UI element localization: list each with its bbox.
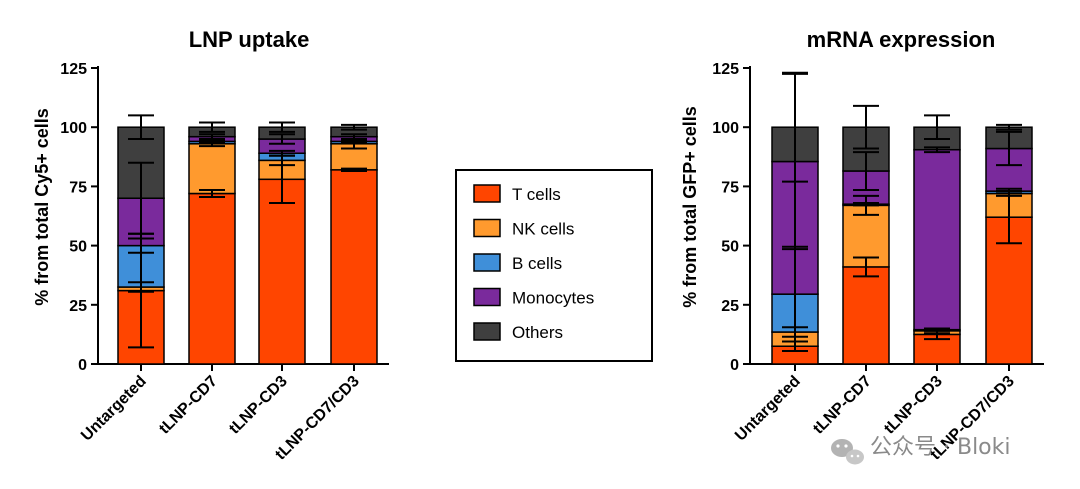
y-tick-label: 75: [721, 179, 739, 196]
y-tick-label: 0: [730, 357, 739, 374]
legend-swatch: [473, 322, 501, 341]
error-bar-b-cells-tlnp-cd7: [853, 201, 879, 207]
error-bar-monocytes-tlnp-cd7: [199, 133, 225, 141]
category-label-tlnp-cd7: tLNP-CD7: [810, 373, 875, 438]
y-tick-label: 50: [69, 239, 87, 256]
y-tick-label: 50: [721, 239, 739, 256]
category-label-tlnp-cd3: tLNP-CD3: [226, 373, 291, 438]
error-bar-monocytes-untargeted: [128, 161, 154, 235]
error-bar-others-tlnp-cd3: [269, 121, 295, 133]
legend-label: T cells: [512, 185, 561, 204]
error-bar-monocytes-tlnp-cd7: [853, 151, 879, 191]
error-bar-t-cells-tlnp-cd7: [199, 188, 225, 199]
error-bar-b-cells-tlnp-cd3: [924, 327, 950, 332]
error-bar-t-cells-tlnp-cd7-cd3: [341, 167, 367, 173]
chart-title: LNP uptake: [189, 27, 310, 52]
legend-swatch: [473, 218, 501, 238]
error-bar-others-tlnp-cd7: [199, 121, 225, 133]
legend: T cells NK cells B cells Monocytes Others: [455, 169, 653, 362]
y-axis-label: % from total GFP+ cells: [680, 106, 700, 308]
error-bar-others-untargeted: [782, 71, 808, 183]
category-label-tlnp-cd3: tLNP-CD3: [881, 373, 946, 438]
error-bar-others-tlnp-cd7: [853, 104, 879, 150]
legend-swatch: [473, 184, 501, 203]
legend-item-t-cells: T cells: [473, 184, 561, 204]
error-bar-nk-cells-untargeted: [128, 281, 154, 293]
error-bar-b-cells-tlnp-cd7: [199, 139, 225, 144]
legend-label: B cells: [512, 254, 562, 273]
bar-segment-nk-cells-tlnp-cd7: [188, 143, 236, 195]
y-tick-label: 75: [69, 179, 87, 196]
y-axis-label: % from total Cy5+ cells: [32, 108, 52, 306]
legend-swatch: [473, 287, 501, 307]
watermark: 公众号 · Bloki: [831, 435, 1011, 465]
error-bar-b-cells-tlnp-cd7-cd3: [996, 187, 1022, 195]
bar-segment-t-cells-tlnp-cd7-cd3: [330, 169, 378, 365]
error-bar-b-cells-tlnp-cd7-cd3: [341, 139, 367, 144]
watermark-text: 公众号 · Bloki: [870, 435, 1011, 460]
legend-box: [455, 169, 653, 362]
error-bar-others-tlnp-cd3: [924, 114, 950, 141]
legend-item-others: Others: [473, 322, 563, 342]
error-bar-others-tlnp-cd7-cd3: [996, 123, 1022, 131]
error-bar-monocytes-tlnp-cd3: [924, 146, 950, 154]
lnp-uptake-chart: LNP uptake % from total Cy5+ cells 0 25 50…: [32, 27, 389, 463]
legend-item-monocytes: Monocytes: [473, 287, 594, 308]
bar-segment-t-cells-tlnp-cd7: [842, 266, 890, 365]
bar-segment-monocytes-tlnp-cd3: [913, 148, 961, 331]
category-label-tlnp-cd7: tLNP-CD7: [156, 373, 221, 438]
y-tick-label: 125: [712, 61, 739, 78]
wechat-icon: [831, 439, 864, 465]
error-bar-monocytes-tlnp-cd3: [269, 133, 295, 145]
error-bar-monocytes-tlnp-cd7-cd3: [341, 133, 367, 141]
legend-label: NK cells: [512, 220, 574, 239]
bar-segment-t-cells-tlnp-cd3: [258, 178, 306, 365]
category-label-untargeted: Untargeted: [732, 373, 804, 445]
chart-title: mRNA expression: [807, 27, 996, 52]
y-tick-label: 100: [60, 120, 87, 137]
legend-swatch: [473, 253, 501, 272]
y-tick-label: 25: [69, 298, 87, 315]
legend-label: Monocytes: [512, 289, 594, 308]
y-tick-label: 100: [712, 120, 739, 137]
mrna-expression-chart: mRNA expression % from total GFP+ cells …: [680, 27, 1044, 463]
y-tick-label: 25: [721, 298, 739, 315]
legend-item-b-cells: B cells: [473, 253, 562, 273]
y-tick-label: 125: [60, 61, 87, 78]
error-bar-others-tlnp-cd7-cd3: [341, 123, 367, 131]
error-bar-others-untargeted: [128, 114, 154, 141]
legend-label: Others: [512, 323, 563, 342]
category-label-untargeted: Untargeted: [78, 373, 150, 445]
legend-item-nk-cells: NK cells: [473, 218, 574, 239]
error-bar-b-cells-untargeted: [128, 237, 154, 254]
y-tick-label: 0: [78, 357, 87, 374]
error-bar-monocytes-tlnp-cd7-cd3: [996, 130, 1022, 167]
bar-segment-t-cells-tlnp-cd7: [188, 192, 236, 365]
error-bar-t-cells-tlnp-cd7: [853, 256, 879, 278]
error-bar-b-cells-tlnp-cd3: [269, 149, 295, 157]
